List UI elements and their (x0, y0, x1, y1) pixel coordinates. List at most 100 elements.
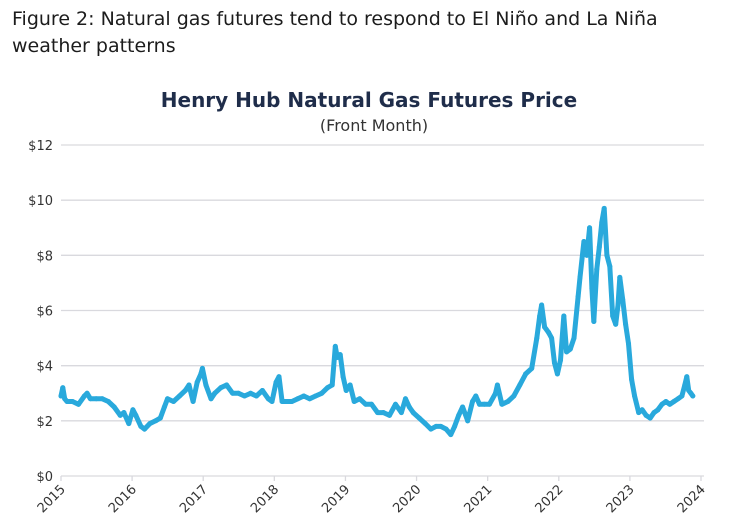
x-tick-label: 2022 (533, 482, 567, 516)
data-point (194, 379, 200, 385)
y-tick-label: $8 (36, 249, 53, 264)
data-point (212, 390, 218, 396)
data-point (663, 399, 669, 405)
data-point (190, 399, 196, 405)
data-point (248, 390, 254, 396)
data-point (153, 418, 159, 424)
data-point (589, 285, 595, 291)
data-point (587, 225, 593, 231)
data-point (639, 407, 645, 413)
data-point (473, 393, 479, 399)
data-point (636, 410, 642, 416)
x-tick-label: 2015 (35, 482, 69, 516)
data-point (105, 399, 111, 405)
data-point (164, 396, 170, 402)
data-point (626, 341, 632, 347)
data-point (64, 399, 70, 405)
data-point (147, 421, 153, 427)
data-point (242, 393, 248, 399)
data-point (448, 432, 454, 438)
data-point (230, 390, 236, 396)
data-point (93, 396, 99, 402)
data-point (60, 385, 66, 391)
x-tick-label: 2017 (177, 482, 211, 516)
data-point (410, 410, 416, 416)
data-point (329, 382, 335, 388)
data-point (337, 352, 343, 358)
data-point (186, 382, 192, 388)
data-point (615, 302, 621, 308)
data-point (76, 401, 82, 407)
data-point (481, 401, 487, 407)
data-point (632, 393, 638, 399)
data-point (675, 396, 681, 402)
data-point (375, 410, 381, 416)
data-point (567, 346, 573, 352)
x-tick-label: 2016 (106, 482, 140, 516)
data-point (273, 379, 279, 385)
data-point (351, 399, 357, 405)
y-tick-label: $10 (28, 194, 53, 209)
data-point (428, 426, 434, 432)
data-point (651, 410, 657, 416)
data-point (523, 371, 529, 377)
data-point (551, 360, 557, 366)
data-point (313, 393, 319, 399)
data-point (380, 410, 386, 416)
x-tick-label: 2024 (675, 482, 709, 516)
data-point (558, 357, 564, 363)
data-point (319, 390, 325, 396)
data-point (259, 387, 265, 393)
data-point (126, 421, 132, 427)
data-point (343, 387, 349, 393)
data-point (486, 401, 492, 407)
data-point (591, 319, 597, 325)
data-point (534, 335, 540, 341)
data-point (690, 393, 696, 399)
data-point (208, 396, 214, 402)
data-point (607, 263, 613, 269)
chart-subtitle: (Front Month) (319, 116, 429, 135)
data-point (546, 330, 552, 336)
chart-title: Henry Hub Natural Gas Futures Price (160, 88, 578, 112)
data-point (386, 412, 392, 418)
data-point (269, 399, 275, 405)
data-point (289, 399, 295, 405)
data-point (203, 382, 209, 388)
data-point (347, 382, 353, 388)
data-point (629, 376, 635, 382)
data-point (554, 371, 560, 377)
data-point (325, 385, 331, 391)
data-point (529, 365, 535, 371)
data-point (363, 401, 369, 407)
data-point (456, 412, 462, 418)
data-point (199, 365, 205, 371)
data-point (87, 396, 93, 402)
data-point (617, 274, 623, 280)
data-point (357, 396, 363, 402)
x-tick-label: 2018 (248, 482, 282, 516)
data-point (494, 382, 500, 388)
data-point (659, 401, 665, 407)
data-point (465, 418, 471, 424)
data-point (505, 399, 511, 405)
data-point (393, 401, 399, 407)
data-point (235, 390, 241, 396)
x-tick-label: 2021 (461, 482, 495, 516)
data-point (542, 324, 548, 330)
data-point (679, 393, 685, 399)
data-point (620, 296, 626, 302)
x-tick-label: 2023 (604, 482, 638, 516)
y-tick-label: $0 (36, 470, 53, 485)
data-point (610, 313, 616, 319)
data-point (571, 335, 577, 341)
data-point (643, 412, 649, 418)
data-point (682, 382, 688, 388)
data-point (265, 396, 271, 402)
data-point (655, 407, 661, 413)
data-point (142, 426, 148, 432)
data-point (406, 404, 412, 410)
data-point (684, 374, 690, 380)
data-point (138, 423, 144, 429)
